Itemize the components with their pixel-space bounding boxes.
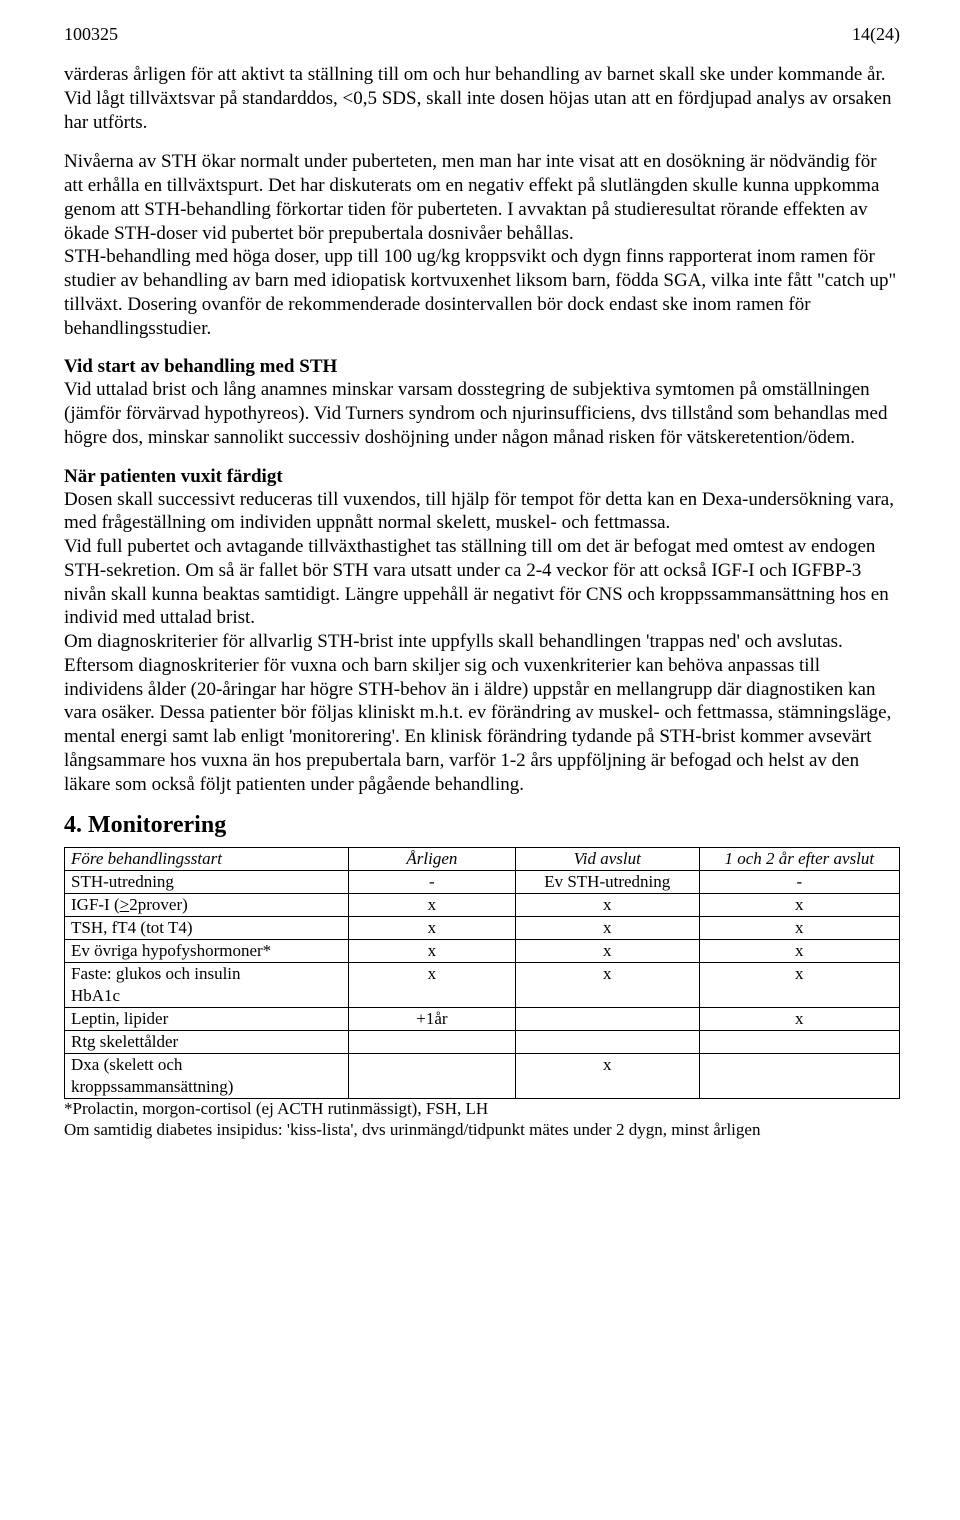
table-cell: x: [699, 917, 899, 940]
row-label: Dxa (skelett och: [65, 1054, 349, 1077]
table-cell: [348, 1031, 515, 1054]
col-header: Vid avslut: [515, 848, 699, 871]
table-row: TSH, fT4 (tot T4) x x x: [65, 917, 900, 940]
table-row: Leptin, lipider +1år x: [65, 1008, 900, 1031]
row-label: STH-utredning: [65, 871, 349, 894]
col-header: Årligen: [348, 848, 515, 871]
table-cell: -: [348, 871, 515, 894]
monitoring-table: Före behandlingsstart Årligen Vid avslut…: [64, 847, 900, 1099]
table-cell: x: [348, 894, 515, 917]
row-label: HbA1c: [65, 985, 349, 1008]
row-label: TSH, fT4 (tot T4): [65, 917, 349, 940]
table-cell: [348, 1054, 515, 1077]
table-row: IGF-I (>2prover) x x x: [65, 894, 900, 917]
row-label: Ev övriga hypofyshormoner*: [65, 940, 349, 963]
row-label: Rtg skelettålder: [65, 1031, 349, 1054]
header-left: 100325: [64, 24, 118, 45]
paragraph-7: Om diagnoskriterier för allvarlig STH-br…: [64, 630, 900, 796]
table-cell: x: [699, 1008, 899, 1031]
table-row: Faste: glukos och insulin x x x: [65, 963, 900, 986]
col-header: 1 och 2 år efter avslut: [699, 848, 899, 871]
table-row-continuation: kroppssammansättning): [65, 1076, 900, 1099]
table-cell: x: [515, 917, 699, 940]
paragraph-6: Vid full pubertet och avtagande tillväxt…: [64, 535, 900, 630]
heading-monitorering: 4. Monitorering: [64, 812, 900, 839]
paragraph-4: Vid uttalad brist och lång anamnes minsk…: [64, 378, 900, 449]
table-row: Dxa (skelett och x: [65, 1054, 900, 1077]
header-right: 14(24): [852, 24, 900, 45]
table-row: Rtg skelettålder: [65, 1031, 900, 1054]
table-cell: [699, 985, 899, 1008]
table-cell: [699, 1031, 899, 1054]
table-cell: Ev STH-utredning: [515, 871, 699, 894]
page-header: 100325 14(24): [64, 24, 900, 45]
table-cell: [348, 1076, 515, 1099]
table-cell: x: [515, 940, 699, 963]
table-cell: [699, 1054, 899, 1077]
table-cell: x: [515, 963, 699, 986]
table-cell: x: [515, 894, 699, 917]
table-cell: [515, 985, 699, 1008]
table-cell: [348, 985, 515, 1008]
table-row: Ev övriga hypofyshormoner* x x x: [65, 940, 900, 963]
table-cell: x: [348, 917, 515, 940]
table-cell: +1år: [348, 1008, 515, 1031]
paragraph-5: Dosen skall successivt reduceras till vu…: [64, 488, 900, 536]
table-cell: [515, 1008, 699, 1031]
table-cell: [699, 1076, 899, 1099]
row-label: IGF-I (>2prover): [65, 894, 349, 917]
table-cell: x: [348, 963, 515, 986]
paragraph-1: värderas årligen för att aktivt ta ställ…: [64, 63, 900, 134]
heading-vuxit-fardigt: När patienten vuxit färdigt: [64, 466, 900, 488]
table-cell: x: [699, 963, 899, 986]
row-label: Leptin, lipider: [65, 1008, 349, 1031]
row-label: Faste: glukos och insulin: [65, 963, 349, 986]
table-cell: [515, 1031, 699, 1054]
table-cell: x: [348, 940, 515, 963]
table-cell: x: [699, 894, 899, 917]
heading-start-sth: Vid start av behandling med STH: [64, 356, 900, 378]
table-row-continuation: HbA1c: [65, 985, 900, 1008]
footnote-1: *Prolactin, morgon-cortisol (ej ACTH rut…: [64, 1099, 900, 1119]
footnote-2: Om samtidig diabetes insipidus: 'kiss-li…: [64, 1120, 900, 1140]
table-cell: x: [699, 940, 899, 963]
paragraph-3: STH-behandling med höga doser, upp till …: [64, 245, 900, 340]
table-row: STH-utredning - Ev STH-utredning -: [65, 871, 900, 894]
table-cell: x: [515, 1054, 699, 1077]
table-cell: -: [699, 871, 899, 894]
paragraph-2: Nivåerna av STH ökar normalt under puber…: [64, 150, 900, 245]
col-header: Före behandlingsstart: [65, 848, 349, 871]
document-page: 100325 14(24) värderas årligen för att a…: [0, 0, 960, 1520]
row-label: kroppssammansättning): [65, 1076, 349, 1099]
table-cell: [515, 1076, 699, 1099]
table-header-row: Före behandlingsstart Årligen Vid avslut…: [65, 848, 900, 871]
